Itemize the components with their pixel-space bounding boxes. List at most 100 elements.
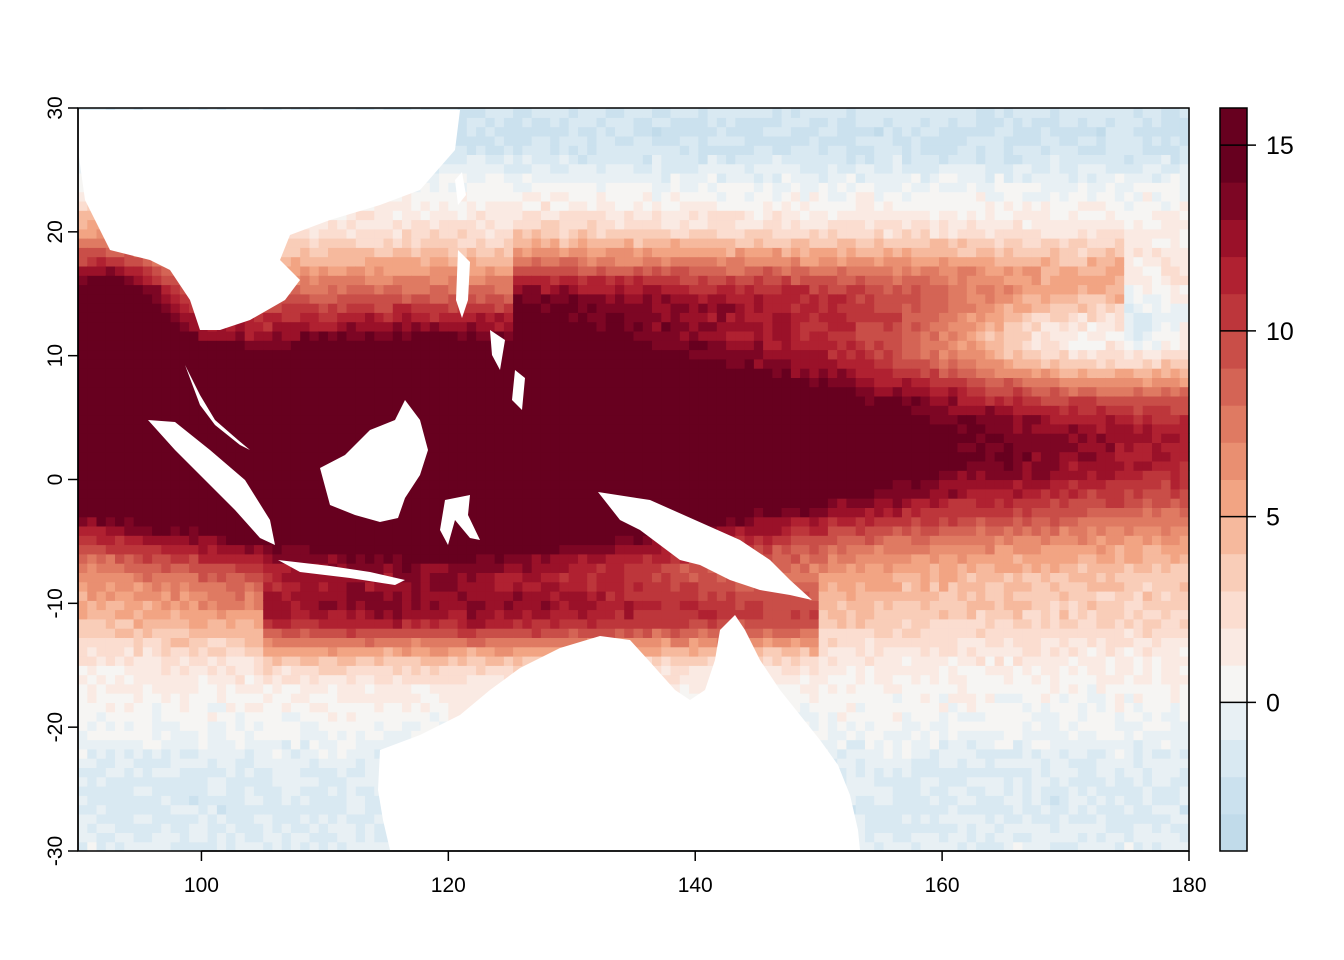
heatmap-cell <box>503 488 514 499</box>
heatmap-cell <box>411 293 422 304</box>
heatmap-cell <box>87 507 98 518</box>
heatmap-cell <box>152 479 162 490</box>
heatmap-cell <box>337 395 348 406</box>
heatmap-cell <box>124 674 135 685</box>
heatmap-cell <box>457 349 468 360</box>
heatmap-cell <box>124 275 135 286</box>
heatmap-cell <box>503 451 514 462</box>
heatmap-cell <box>161 600 172 611</box>
heatmap-cell <box>429 656 440 666</box>
heatmap-cell <box>596 163 607 174</box>
heatmap-cell <box>142 841 153 852</box>
heatmap-cell <box>448 702 459 713</box>
heatmap-cell <box>540 173 551 183</box>
heatmap-cell <box>531 108 542 118</box>
heatmap-cell <box>402 618 412 629</box>
heatmap-cell <box>374 813 385 824</box>
heatmap-cell <box>96 368 107 378</box>
heatmap-cell <box>550 498 561 508</box>
heatmap-cell <box>503 609 514 620</box>
heatmap-cell <box>263 628 274 638</box>
heatmap-cell <box>253 479 264 490</box>
heatmap-cell <box>513 581 523 592</box>
heatmap-cell <box>540 321 551 332</box>
heatmap-cell <box>448 628 459 638</box>
heatmap-cell <box>124 711 135 722</box>
heatmap-cell <box>244 628 255 638</box>
heatmap-cell <box>78 758 88 768</box>
heatmap-cell <box>531 275 542 286</box>
heatmap-cell <box>383 386 394 397</box>
heatmap-cell <box>207 646 218 657</box>
heatmap-cell <box>476 154 486 165</box>
heatmap-cell <box>300 795 311 806</box>
heatmap-cell <box>281 628 292 638</box>
heatmap-cell <box>374 544 385 555</box>
heatmap-cell <box>402 637 412 648</box>
heatmap-cell <box>179 581 190 592</box>
heatmap-cell <box>179 423 190 434</box>
heatmap-cell <box>439 488 449 499</box>
heatmap-cell <box>318 312 329 323</box>
heatmap-cell <box>281 730 292 741</box>
heatmap-cell <box>189 786 199 796</box>
heatmap-cell <box>513 488 523 499</box>
heatmap-cell <box>161 535 172 546</box>
heatmap-cell <box>624 572 635 583</box>
heatmap-cell <box>420 368 431 378</box>
heatmap-cell <box>550 572 561 583</box>
heatmap-cell <box>152 739 162 750</box>
heatmap-cell <box>355 656 366 666</box>
heatmap-cell <box>392 265 403 276</box>
heatmap-cell <box>466 563 477 573</box>
heatmap-cell <box>78 516 88 527</box>
heatmap-cell <box>642 312 653 323</box>
heatmap-cell <box>605 145 616 155</box>
heatmap-cell <box>318 405 329 416</box>
heatmap-cell <box>198 479 209 490</box>
heatmap-cell <box>559 442 570 453</box>
heatmap-cell <box>337 823 348 833</box>
heatmap-cell <box>587 256 598 267</box>
heatmap-cell <box>78 238 88 248</box>
heatmap-cell <box>263 721 274 731</box>
heatmap-cell <box>142 823 153 833</box>
heatmap-cell <box>309 572 320 583</box>
heatmap-cell <box>226 451 236 462</box>
heatmap-cell <box>328 265 338 276</box>
heatmap-cell <box>328 618 338 629</box>
heatmap-cell <box>578 247 588 258</box>
heatmap-cell <box>328 330 338 341</box>
heatmap-cell <box>133 395 144 406</box>
heatmap-cell <box>318 368 329 378</box>
heatmap-cell <box>494 228 505 239</box>
heatmap-cell <box>133 535 144 546</box>
heatmap-cell <box>531 395 542 406</box>
heatmap-cell <box>448 600 459 611</box>
heatmap-cell <box>281 553 292 564</box>
heatmap-cell <box>124 665 135 676</box>
heatmap-cell <box>439 646 449 657</box>
heatmap-cell <box>96 293 107 304</box>
heatmap-cell <box>365 823 375 833</box>
heatmap-cell <box>494 321 505 332</box>
heatmap-cell <box>115 795 125 806</box>
heatmap-cell <box>374 200 385 211</box>
heatmap-cell <box>355 721 366 731</box>
heatmap-cell <box>142 544 153 555</box>
heatmap-cell <box>179 832 190 843</box>
heatmap-cell <box>559 182 570 193</box>
heatmap-cell <box>290 795 301 806</box>
heatmap-cell <box>198 730 209 741</box>
heatmap-cell <box>216 414 227 425</box>
heatmap-cell <box>179 721 190 731</box>
heatmap-cell <box>272 414 283 425</box>
heatmap-cell <box>253 377 264 388</box>
heatmap-cell <box>466 228 477 239</box>
heatmap-cell <box>615 117 625 128</box>
heatmap-cell <box>337 581 348 592</box>
heatmap-cell <box>78 423 88 434</box>
heatmap-cell <box>485 386 496 397</box>
heatmap-cell <box>642 618 653 629</box>
heatmap-cell <box>328 275 338 286</box>
